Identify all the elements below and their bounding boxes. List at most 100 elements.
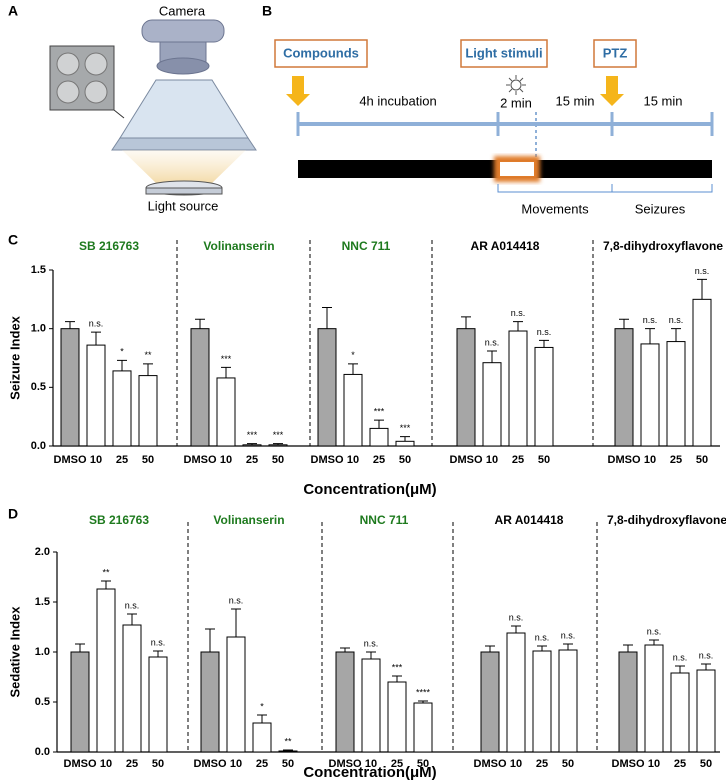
- bar: [614, 328, 634, 447]
- error-bar: [537, 645, 547, 651]
- error-bar: [348, 363, 358, 375]
- bar: [361, 658, 381, 753]
- x-tick-label: DMSO: [612, 758, 645, 770]
- camera-lens-front: [156, 57, 210, 75]
- ptz-label: PTZ: [603, 45, 628, 60]
- error-bar: [400, 436, 410, 442]
- y-tick-label: 1.0: [31, 323, 46, 335]
- y-tick-label: 2.0: [35, 546, 50, 558]
- bar: [216, 377, 236, 447]
- bar: [122, 624, 142, 753]
- bar: [200, 651, 220, 753]
- bar: [86, 344, 106, 447]
- error-bar: [153, 650, 163, 657]
- error-bar: [65, 321, 75, 329]
- significance: ***: [374, 407, 385, 417]
- x-tick-label: 10: [510, 758, 522, 770]
- error-bar: [701, 663, 711, 670]
- error-bar: [127, 613, 137, 625]
- x-tick-label: 25: [256, 758, 268, 770]
- light-base: [145, 187, 223, 195]
- error-bar: [322, 307, 332, 329]
- time-label: 15 min: [643, 93, 682, 108]
- significance: n.s.: [699, 650, 714, 660]
- seizures-label: Seizures: [635, 201, 686, 216]
- x-tick-label: 25: [246, 454, 258, 466]
- bar: [252, 722, 272, 753]
- x-tick-label: 50: [282, 758, 294, 770]
- x-tick-label: DMSO: [311, 454, 344, 466]
- bar: [670, 672, 690, 753]
- bar: [666, 341, 686, 447]
- y-tick-label: 0.0: [35, 746, 50, 758]
- bar: [480, 651, 500, 753]
- significance: n.s.: [643, 315, 658, 325]
- x-tick-label: 50: [272, 454, 284, 466]
- x-tick-label: 50: [152, 758, 164, 770]
- x-axis-label: Concentration(μM): [303, 481, 436, 498]
- error-bar: [418, 700, 428, 703]
- x-tick-label: DMSO: [608, 454, 641, 466]
- error-bar: [340, 647, 350, 652]
- error-bar: [485, 645, 495, 652]
- significance: n.s.: [89, 319, 104, 329]
- plate: [119, 79, 249, 139]
- y-tick-label: 1.0: [35, 646, 50, 658]
- x-tick-label: 25: [391, 758, 403, 770]
- bar: [242, 444, 262, 447]
- x-tick-label: 25: [536, 758, 548, 770]
- arrow: [286, 76, 310, 106]
- significance: n.s.: [485, 337, 500, 347]
- error-bar: [366, 651, 376, 659]
- error-bar: [619, 318, 629, 329]
- y-tick-label: 0.0: [31, 440, 46, 452]
- panel-label: C: [8, 232, 18, 248]
- bar: [335, 651, 355, 753]
- significance: n.s.: [125, 600, 140, 610]
- x-tick-label: 10: [220, 454, 232, 466]
- significance: *: [120, 347, 124, 357]
- significance: *: [351, 350, 355, 360]
- x-tick-label: 50: [538, 454, 550, 466]
- bar: [190, 328, 210, 447]
- x-tick-label: 50: [562, 758, 574, 770]
- x-tick-label: 25: [674, 758, 686, 770]
- compounds-label: Compounds: [283, 45, 359, 60]
- significance: *: [260, 701, 264, 711]
- bar: [532, 650, 552, 753]
- group-title: SB 216763: [89, 513, 149, 527]
- x-tick-label: DMSO: [450, 454, 483, 466]
- group-title: AR A014418: [471, 239, 540, 253]
- bar: [96, 588, 116, 753]
- x-tick-label: DMSO: [54, 454, 87, 466]
- x-tick-label: 10: [90, 454, 102, 466]
- bar: [278, 750, 298, 753]
- bar: [692, 298, 712, 447]
- x-tick-label: 10: [486, 454, 498, 466]
- error-bar: [283, 749, 293, 751]
- significance: n.s.: [647, 626, 662, 636]
- bar: [148, 656, 168, 753]
- x-tick-label: DMSO: [184, 454, 217, 466]
- bracket: [497, 184, 713, 193]
- sun-icon: [510, 79, 522, 91]
- error-bar: [273, 443, 283, 445]
- error-bar: [649, 639, 659, 645]
- error-bar: [697, 278, 707, 300]
- error-bar: [91, 331, 101, 346]
- x-tick-label: 25: [116, 454, 128, 466]
- significance: **: [144, 350, 152, 360]
- error-bar: [257, 714, 267, 723]
- panel-a: A Camera Light source: [8, 3, 257, 213]
- error-bar: [675, 665, 685, 673]
- error-bar: [513, 321, 523, 332]
- x-tick-label: 25: [512, 454, 524, 466]
- camera-body: [141, 19, 225, 43]
- bar: [618, 651, 638, 753]
- y-axis-label: Seizure Index: [7, 315, 22, 400]
- bar: [640, 343, 660, 447]
- light-beam: [122, 150, 246, 185]
- error-bar: [645, 328, 655, 344]
- error-bar: [461, 316, 471, 329]
- significance: ***: [221, 354, 232, 364]
